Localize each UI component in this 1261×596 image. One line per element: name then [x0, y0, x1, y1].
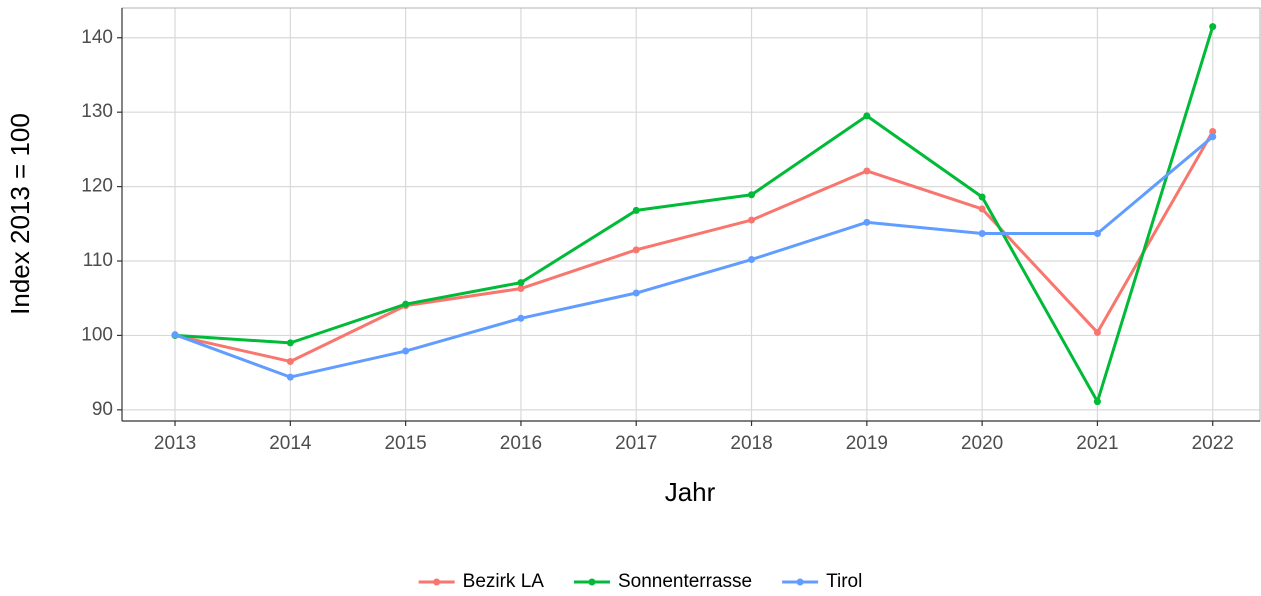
- y-tick-label: 90: [92, 399, 113, 420]
- data-point: [1209, 133, 1217, 141]
- data-point: [863, 167, 871, 175]
- x-tick-label: 2015: [384, 433, 426, 454]
- data-point: [286, 357, 294, 365]
- x-tick-label: 2016: [500, 433, 542, 454]
- legend-label: Sonnenterrasse: [618, 571, 752, 592]
- x-tick-label: 2020: [961, 433, 1003, 454]
- data-point: [1093, 398, 1101, 406]
- data-point: [1093, 328, 1101, 336]
- data-point: [286, 373, 294, 381]
- y-axis-title: Index 2013 = 100: [5, 113, 35, 315]
- data-point: [517, 285, 525, 293]
- data-point: [402, 347, 410, 355]
- data-point: [632, 289, 640, 297]
- data-point: [517, 279, 525, 287]
- y-tick-label: 130: [81, 101, 113, 122]
- data-point: [632, 206, 640, 214]
- legend-swatch-point: [588, 578, 596, 586]
- legend-label: Tirol: [826, 571, 862, 592]
- series-line: [174, 130, 1215, 363]
- data-point: [978, 205, 986, 213]
- data-point: [863, 218, 871, 226]
- data-point: [978, 229, 986, 237]
- legend-swatch-point: [796, 578, 804, 586]
- series-line: [174, 26, 1215, 404]
- x-tick-label: 2018: [730, 433, 772, 454]
- data-point: [748, 256, 756, 264]
- data-point: [517, 314, 525, 322]
- x-tick-label: 2019: [846, 433, 888, 454]
- data-point: [748, 216, 756, 224]
- data-point: [978, 193, 986, 201]
- series-line: [174, 135, 1214, 379]
- y-tick-label: 120: [81, 176, 113, 197]
- data-point: [1093, 229, 1101, 237]
- data-point: [286, 339, 294, 347]
- y-tick-label: 140: [81, 27, 113, 48]
- legend-swatch-point: [433, 578, 441, 586]
- data-point: [402, 300, 410, 308]
- data-point: [1209, 128, 1217, 136]
- x-axis-title: Jahr: [665, 477, 716, 507]
- y-tick-label: 110: [83, 250, 113, 271]
- data-point: [632, 246, 640, 254]
- legend-label: Bezirk LA: [463, 571, 545, 592]
- x-tick-label: 2021: [1076, 433, 1118, 454]
- x-tick-label: 2022: [1192, 433, 1234, 454]
- x-tick-label: 2014: [269, 433, 312, 454]
- y-tick-label: 100: [81, 324, 113, 345]
- x-tick-label: 2017: [615, 433, 657, 454]
- data-point: [1209, 23, 1217, 31]
- data-point: [748, 191, 756, 199]
- x-tick-label: 2013: [154, 433, 196, 454]
- data-point: [171, 331, 179, 339]
- data-point: [863, 112, 871, 120]
